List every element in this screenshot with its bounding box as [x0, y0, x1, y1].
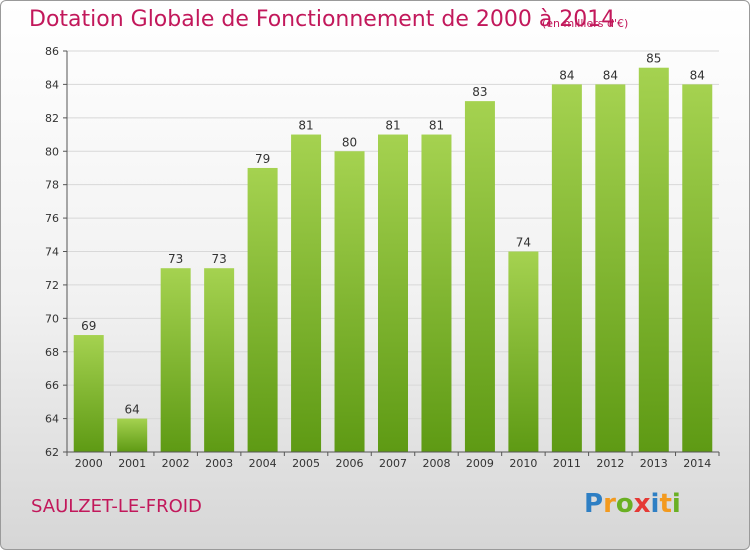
data-label: 81: [385, 119, 400, 133]
bar-2001: [117, 418, 148, 452]
logo-letter: x: [633, 489, 651, 519]
y-tick-label: 78: [45, 179, 59, 192]
bar-2007: [378, 134, 408, 452]
x-tick-label: 2002: [162, 457, 190, 470]
x-tick-label: 2004: [249, 457, 277, 470]
data-label: 84: [603, 68, 618, 82]
x-tick-label: 2009: [466, 457, 494, 470]
y-tick-label: 80: [45, 145, 59, 158]
x-tick-label: 2010: [509, 457, 537, 470]
bar-2005: [291, 134, 322, 452]
y-tick-label: 76: [45, 212, 59, 225]
y-tick-label: 74: [45, 246, 59, 259]
y-tick-label: 70: [45, 312, 59, 325]
x-tick-label: 2013: [640, 457, 668, 470]
bar-2009: [464, 101, 495, 452]
data-label: 81: [429, 119, 444, 133]
x-tick-label: 2006: [336, 457, 364, 470]
y-tick-label: 66: [45, 379, 59, 392]
data-label: 81: [298, 119, 313, 133]
bar-2008: [421, 134, 452, 452]
logo-letter: P: [584, 489, 604, 519]
bar-2011: [551, 84, 582, 453]
x-axis-ticks: 2000 2001 2002 2003 2004 2005 2006 2007 2008 2009…: [66, 452, 720, 470]
bar-2002: [160, 268, 191, 452]
bar-2013: [638, 67, 669, 452]
bar-2003: [204, 268, 235, 452]
data-label: 64: [125, 403, 140, 417]
x-tick-label: 2014: [683, 457, 711, 470]
x-tick-label: 2008: [422, 457, 450, 470]
data-label: 74: [516, 236, 531, 250]
bar-2000: [73, 335, 104, 452]
logo-letter: i: [650, 489, 660, 519]
logo-letter: i: [671, 489, 681, 519]
y-tick-label: 84: [45, 78, 59, 91]
proxiti-logo: Proxiti: [584, 489, 681, 519]
data-label: 83: [472, 85, 487, 99]
bar-2014: [682, 84, 713, 453]
x-tick-label: 2000: [75, 457, 103, 470]
chart-title: Dotation Globale de Fonctionnement de 20…: [29, 7, 616, 32]
data-labels: 69 64 73 73 79 81 80 81 81 83 74 84 84 85 84: [81, 52, 705, 417]
x-tick-label: 2011: [553, 457, 581, 470]
data-label: 73: [168, 252, 183, 266]
x-tick-label: 2012: [596, 457, 624, 470]
bar-2010: [508, 251, 539, 452]
data-label: 73: [211, 252, 226, 266]
data-label: 79: [255, 152, 270, 166]
unit-note: (en milliers d'€): [542, 17, 629, 30]
data-label: 80: [342, 135, 357, 149]
x-tick-label: 2007: [379, 457, 407, 470]
data-label: 84: [559, 68, 574, 82]
bar-2006: [334, 151, 365, 452]
y-tick-label: 72: [45, 279, 59, 292]
x-tick-label: 2005: [292, 457, 320, 470]
logo-letter: r: [603, 489, 616, 519]
bar-2012: [595, 84, 626, 453]
bars: [73, 67, 713, 453]
y-tick-label: 64: [45, 413, 59, 426]
data-label: 69: [81, 319, 96, 333]
y-tick-label: 86: [45, 45, 59, 58]
axes: [66, 51, 719, 453]
bar-2004: [247, 167, 278, 453]
y-axis-ticks: 62 64 66 68 70 72 74 76 78 80 82 84 86: [45, 45, 67, 459]
town-name: SAULZET-LE-FROID: [31, 496, 202, 517]
y-tick-label: 62: [45, 446, 59, 459]
y-tick-label: 82: [45, 112, 59, 125]
x-tick-label: 2003: [205, 457, 233, 470]
x-tick-label: 2001: [118, 457, 146, 470]
data-label: 85: [646, 52, 661, 66]
logo-letter: o: [615, 489, 634, 519]
data-label: 84: [690, 68, 705, 82]
logo-letter: t: [659, 489, 672, 519]
y-tick-label: 68: [45, 346, 59, 359]
